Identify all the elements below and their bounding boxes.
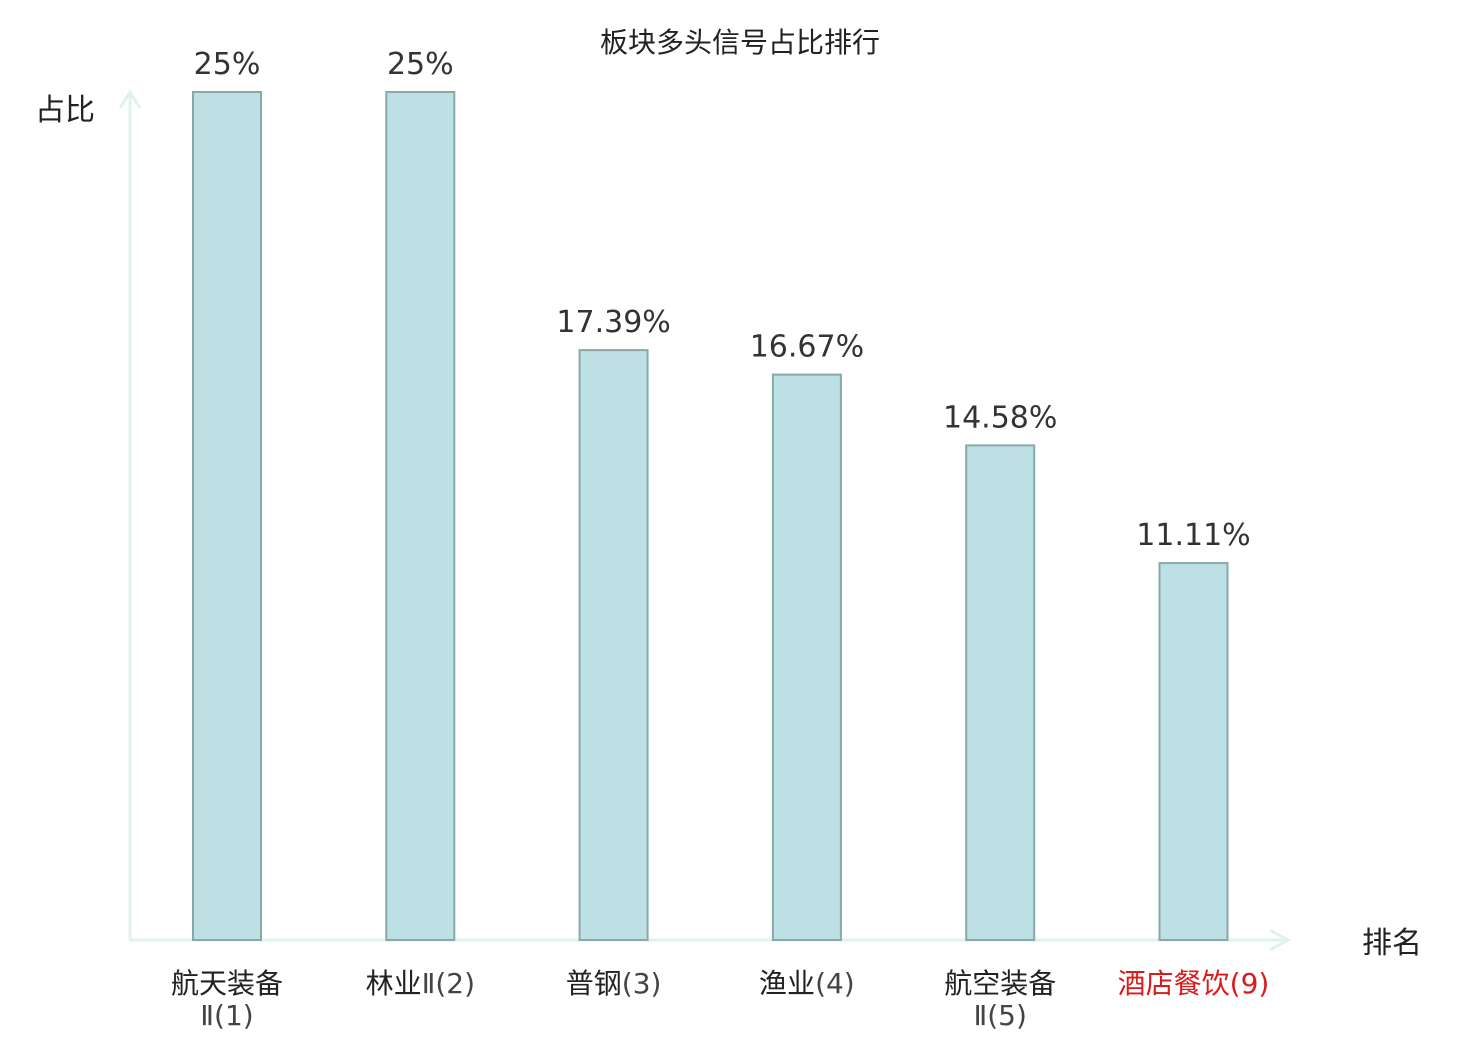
tick-label-3: 普钢(3) [566, 967, 662, 1000]
tick-name-3: 普钢 [566, 967, 622, 1000]
value-label-3: 17.39% [556, 305, 670, 340]
tick-rank-4: (4) [815, 967, 855, 1000]
tick-rank-6: (9) [1230, 967, 1270, 1000]
x-axis-arrow-icon [1269, 928, 1292, 952]
bar-5 [965, 444, 1036, 941]
bar-1 [192, 91, 262, 941]
bars-group [192, 91, 1229, 942]
tick-label-2: 林业Ⅱ(2) [366, 967, 475, 1000]
tick-name-2: 林业 [366, 967, 422, 1000]
tick-label-5: 航空装备 Ⅱ(5) [944, 967, 1056, 1032]
tick-name-4: 渔业 [759, 967, 815, 1000]
tick-name-5: 航空装备 [944, 967, 1056, 1000]
tick-rank-2: Ⅱ(2) [422, 967, 475, 1000]
y-axis-arrow-icon [118, 89, 142, 109]
y-axis-label: 占比 [35, 93, 95, 128]
value-label-1: 25% [194, 47, 261, 82]
tick-labels-group: 航天装备 Ⅱ(1) 林业Ⅱ(2) 普钢(3) 渔业(4) 航空装备 Ⅱ(5) 酒店餐饮(9) [171, 967, 1269, 1032]
tick-name-1: 航天装备 [171, 967, 283, 1000]
bar-3 [578, 349, 649, 942]
x-axis-label: 排名 [1362, 926, 1422, 961]
tick-name-6: 酒店餐饮 [1118, 967, 1230, 1000]
tick-rank-3: (3) [622, 967, 662, 1000]
bar-6 [1158, 562, 1229, 941]
value-label-2: 25% [387, 47, 454, 82]
tick-label-1: 航天装备 Ⅱ(1) [171, 967, 283, 1032]
value-labels-group: 25% 25% 17.39% 16.67% 14.58% 11.11% [194, 47, 1251, 553]
tick-rank-5: Ⅱ(5) [973, 999, 1026, 1032]
chart-title: 板块多头信号占比排行 [600, 26, 880, 59]
tick-label-6: 酒店餐饮(9) [1118, 967, 1270, 1000]
value-label-6: 11.11% [1136, 518, 1250, 553]
value-label-4: 16.67% [750, 330, 864, 365]
tick-rank-1: Ⅱ(1) [200, 999, 253, 1032]
bar-2 [385, 91, 456, 941]
axes [118, 89, 1292, 952]
tick-label-4: 渔业(4) [759, 967, 855, 1000]
bar-4 [771, 373, 842, 942]
value-label-5: 14.58% [943, 400, 1057, 435]
